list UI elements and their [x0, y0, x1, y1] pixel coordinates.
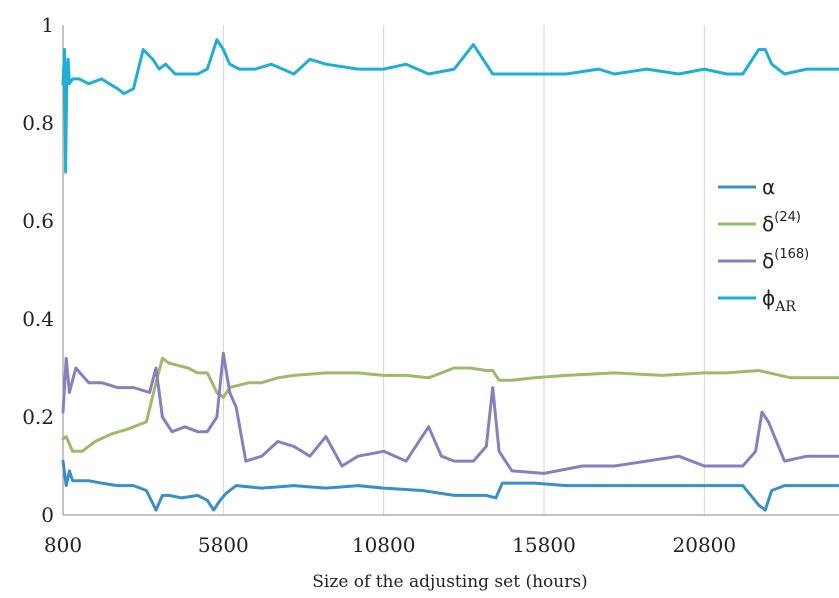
x-tick-label: 5800 [198, 533, 249, 557]
y-tick-label: 0.6 [22, 209, 54, 233]
series-line-2 [61, 356, 839, 453]
series-line-4 [61, 38, 839, 174]
x-axis-title: Size of the adjusting set (hours) [312, 572, 587, 592]
x-tick-label: 15800 [512, 533, 576, 557]
series-line-1 [61, 459, 839, 512]
series-line-3 [61, 351, 839, 475]
x-tick-labels: 800 5800 10800 15800 20800 [44, 533, 736, 557]
legend-label: δ(24) [762, 210, 801, 236]
legend-label: ϕAR [762, 286, 796, 315]
grid-lines [222, 25, 705, 515]
y-tick-label: 0.8 [22, 111, 54, 135]
y-tick-label: 0.4 [22, 307, 54, 331]
legend: α δ(24) δ(168) ϕAR [718, 175, 809, 315]
series-lines [61, 38, 839, 512]
legend-label: α [762, 175, 775, 199]
y-tick-label: 1 [41, 13, 54, 37]
x-tick-label: 20800 [673, 533, 737, 557]
axes [62, 25, 839, 516]
x-tick-label: 800 [44, 533, 82, 557]
y-tick-label: 0 [41, 503, 54, 527]
legend-label: δ(168) [762, 247, 809, 273]
y-tick-labels: 0 0.2 0.4 0.6 0.8 1 [22, 13, 54, 527]
x-tick-label: 10800 [352, 533, 416, 557]
y-tick-label: 0.2 [22, 405, 54, 429]
